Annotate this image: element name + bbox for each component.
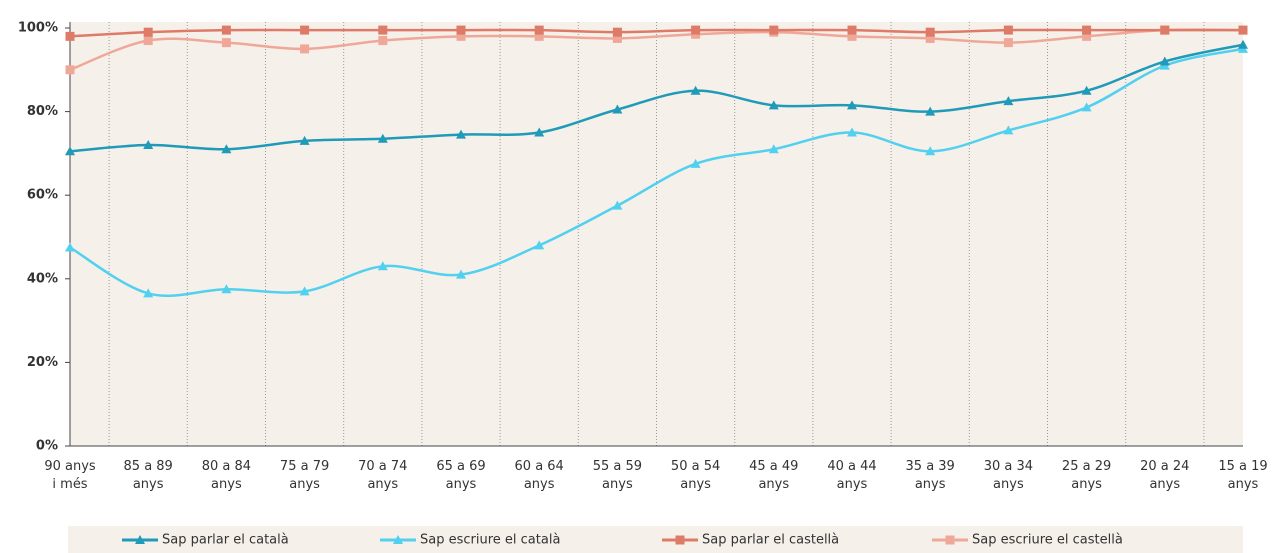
data-point	[1003, 96, 1014, 106]
legend-label: Sap escriure el català	[420, 533, 560, 548]
series-line	[69, 43, 1244, 153]
x-tick-label: 45 a 49 anys	[749, 459, 799, 492]
data-point	[299, 286, 310, 296]
data-point	[1003, 38, 1013, 48]
data-point	[456, 25, 466, 35]
data-point	[143, 288, 154, 298]
data-point	[534, 25, 544, 35]
data-point	[925, 33, 935, 43]
data-point	[768, 144, 779, 154]
data-point	[65, 242, 75, 252]
data-point	[768, 100, 779, 110]
data-point	[221, 38, 231, 48]
data-point	[143, 140, 154, 150]
legend-marker	[393, 535, 403, 544]
data-point	[769, 25, 779, 35]
data-point	[65, 65, 75, 75]
data-point	[847, 127, 857, 137]
x-tick-label: 35 a 39 anys	[905, 459, 955, 492]
data-point	[847, 31, 857, 41]
series-line	[69, 47, 1244, 297]
data-point	[1082, 31, 1092, 41]
legend-marker	[135, 535, 145, 544]
y-tick-label: 40%	[27, 271, 58, 286]
x-tick-label: 55 a 59 anys	[592, 459, 643, 492]
x-tick-label: 80 a 84 anys	[201, 459, 252, 492]
series	[65, 25, 1248, 41]
data-point	[1160, 25, 1170, 35]
series-line	[69, 28, 1243, 38]
data-point	[534, 31, 544, 41]
data-point	[377, 133, 388, 143]
data-point	[65, 31, 75, 41]
legend-box	[68, 526, 1243, 553]
data-point	[221, 144, 232, 154]
data-point	[1003, 125, 1014, 135]
data-point	[378, 36, 388, 46]
data-point	[300, 25, 310, 35]
x-tick-label: 30 a 34 anys	[983, 459, 1034, 492]
data-point	[690, 158, 701, 168]
x-tick-label: 20 a 24 anys	[1140, 459, 1190, 492]
data-point	[847, 100, 857, 110]
x-tick-label: 60 a 64 anys	[514, 459, 564, 492]
data-point	[456, 129, 466, 139]
x-tick-label: 70 a 74 anys	[358, 459, 408, 492]
data-point	[143, 36, 153, 46]
data-point	[1081, 85, 1092, 95]
data-point	[847, 25, 857, 35]
data-point	[612, 200, 623, 210]
data-point	[221, 284, 232, 294]
data-point	[925, 146, 936, 156]
data-point	[612, 33, 622, 43]
plot-area	[70, 22, 1243, 446]
y-tick-label: 100%	[18, 21, 58, 36]
data-point	[300, 44, 310, 54]
data-point	[1238, 39, 1248, 49]
data-point	[612, 104, 623, 114]
y-tick-label: 0%	[36, 439, 58, 454]
data-point	[534, 240, 545, 250]
data-point	[456, 269, 466, 279]
legend-label: Sap parlar el castellà	[702, 533, 839, 548]
data-point	[143, 27, 153, 37]
data-point	[221, 25, 231, 35]
data-point	[1238, 25, 1248, 35]
data-point	[691, 25, 701, 35]
legend-label: Sap parlar el català	[162, 533, 289, 548]
y-tick-label: 20%	[27, 355, 58, 370]
x-tick-label: 65 a 69 anys	[436, 459, 486, 492]
data-point	[1003, 25, 1013, 35]
x-tick-label: 15 a 19 anys	[1218, 459, 1268, 492]
y-tick-label: 80%	[27, 104, 58, 119]
data-point	[65, 146, 75, 156]
data-point	[690, 85, 701, 95]
series	[65, 39, 1248, 156]
data-point	[299, 135, 310, 145]
series-line	[69, 28, 1244, 71]
x-tick-label: 25 a 29 anys	[1061, 459, 1112, 492]
x-tick-label: 90 anys i més	[44, 459, 96, 492]
legend-label: Sap escriure el castellà	[972, 533, 1123, 548]
data-point	[925, 27, 935, 37]
data-point	[456, 31, 466, 41]
data-point	[612, 27, 622, 37]
x-tick-label: 40 a 44 anys	[827, 459, 877, 492]
data-point	[1159, 56, 1170, 66]
data-point	[1082, 25, 1092, 35]
series	[65, 43, 1248, 298]
data-point	[378, 25, 388, 35]
data-point	[534, 127, 545, 137]
y-tick-label: 60%	[27, 188, 58, 203]
x-tick-label: 50 a 54 anys	[670, 459, 721, 492]
data-point	[377, 261, 388, 271]
legend-marker	[945, 535, 955, 545]
x-tick-label: 75 a 79 anys	[279, 459, 330, 492]
data-point	[1081, 102, 1092, 112]
x-tick-label: 85 a 89 anys	[123, 459, 173, 492]
data-point	[925, 106, 936, 116]
legend-marker	[675, 535, 685, 545]
